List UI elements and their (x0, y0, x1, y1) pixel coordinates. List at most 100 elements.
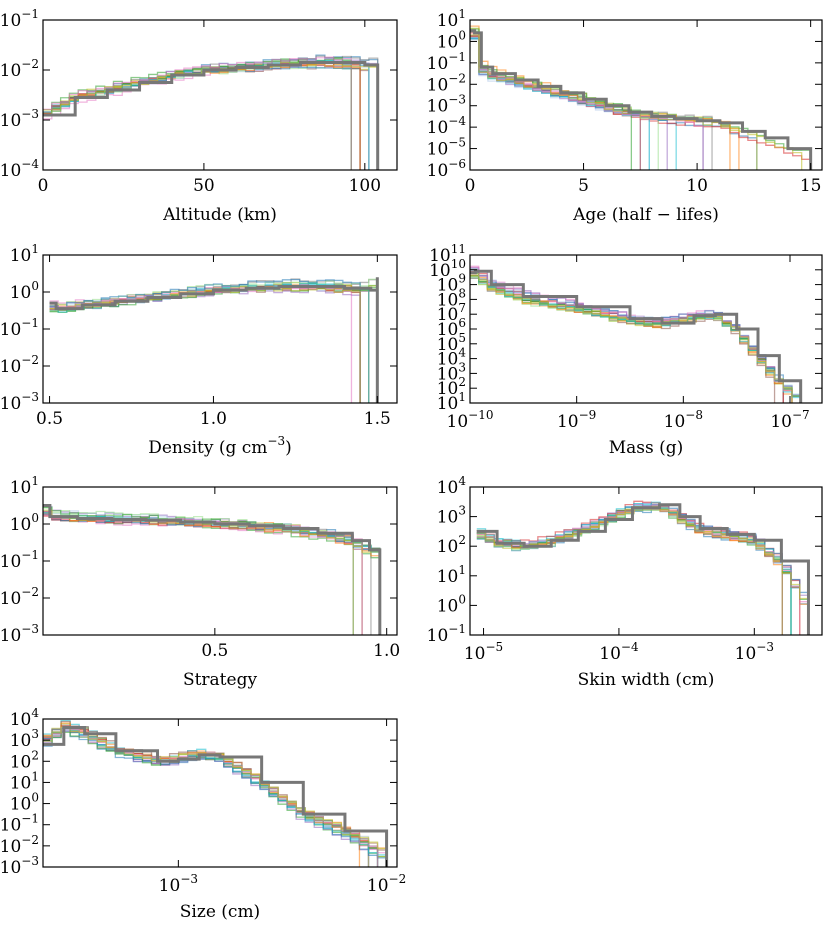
y-tick-label: 100 (10, 511, 39, 535)
y-tick-label: 10−1 (427, 622, 466, 646)
y-tick-label-exponent: −1 (21, 7, 39, 21)
y-tick-label-exponent: 9 (458, 272, 466, 286)
sample-histogram (43, 725, 370, 867)
sample-histogram (43, 511, 381, 635)
y-tick-label-base: 10 (437, 537, 459, 557)
y-tick-label-base: 10 (427, 97, 449, 117)
y-tick-label: 10−1 (0, 316, 39, 340)
x-tick-label: 10−2 (367, 872, 406, 896)
y-tick-label: 101 (437, 563, 466, 587)
x-tick-label: 0.5 (201, 641, 228, 661)
y-tick-label-exponent: −5 (448, 136, 466, 150)
x-tick-label: 10−8 (664, 408, 703, 432)
y-tick-label-base: 10 (0, 552, 21, 572)
x-tick-label-base: 10 (464, 644, 486, 664)
y-tick-label: 10−3 (427, 93, 466, 117)
y-tick-label: 107 (437, 301, 466, 325)
mean-histogram (49, 277, 379, 403)
y-tick-label-base: 10 (10, 795, 32, 815)
y-tick-label-base: 10 (437, 350, 459, 370)
y-tick-label-exponent: 0 (31, 511, 39, 525)
y-tick-label-exponent: 10 (451, 257, 466, 271)
x-tick-label: 10−3 (735, 640, 774, 664)
y-tick-label: 101 (10, 242, 39, 266)
y-tick-label-base: 10 (0, 320, 21, 340)
y-tick-label-base: 10 (437, 290, 459, 310)
y-tick-label-base: 10 (437, 508, 459, 528)
sample-histogram (43, 60, 361, 170)
y-tick-label-exponent: −2 (448, 71, 466, 85)
y-tick-label-base: 10 (10, 731, 32, 751)
x-tick-label-exponent: −3 (180, 872, 198, 886)
x-tick-label: 10−3 (159, 872, 198, 896)
y-tick-label: 10−2 (0, 353, 39, 377)
sample-histogram (476, 506, 783, 635)
x-axis-label-end: ) (285, 438, 292, 458)
x-tick-label-exponent: −10 (468, 408, 493, 422)
y-tick-label-base: 10 (437, 320, 459, 340)
x-axis-label-sup: −3 (267, 434, 285, 448)
y-tick-label-base: 10 (0, 61, 21, 81)
y-tick-label-exponent: −1 (21, 812, 39, 826)
y-tick-label-exponent: −3 (21, 390, 39, 404)
sample-histogram (43, 510, 363, 635)
sample-histogram (43, 728, 388, 867)
y-tick-label-exponent: 4 (458, 346, 466, 360)
y-tick-label-base: 10 (10, 515, 32, 535)
y-tick-label: 101 (437, 390, 466, 414)
sample-histogram (470, 265, 793, 403)
y-tick-label-exponent: 1 (31, 242, 39, 256)
sample-histogram (43, 63, 361, 170)
sample-histogram (43, 726, 388, 867)
x-tick-label: 50 (193, 176, 215, 196)
sample-histogram (43, 511, 381, 635)
sample-histogram (470, 38, 668, 170)
y-tick-label-base: 10 (10, 752, 32, 772)
sample-histogram (49, 288, 361, 403)
x-axis-label-text: Altitude (km) (162, 205, 277, 225)
axes-frame (469, 19, 823, 171)
y-tick-label-base: 10 (437, 11, 459, 31)
y-tick-label-exponent: 5 (458, 331, 466, 345)
y-tick-label: 103 (437, 504, 466, 528)
y-tick-label-exponent: −3 (448, 93, 466, 107)
y-tick-label-exponent: −6 (448, 157, 466, 171)
y-tick-label: 10−1 (0, 812, 39, 836)
y-tick-label-base: 10 (437, 596, 459, 616)
y-tick-label-exponent: 11 (451, 242, 466, 256)
y-tick-label-exponent: 4 (458, 474, 466, 488)
sample-histogram (476, 503, 810, 635)
y-tick-label: 101 (10, 769, 39, 793)
y-tick-label-exponent: −1 (448, 622, 466, 636)
y-tick-label-exponent: −2 (21, 353, 39, 367)
x-axis-label: Density (g cm−3) (148, 434, 292, 458)
x-axis-label: Size (cm) (180, 902, 260, 922)
y-tick-label: 10−1 (0, 7, 39, 31)
y-tick-label: 10−2 (0, 833, 39, 857)
axes-frame (42, 486, 398, 636)
y-tick-label: 102 (437, 533, 466, 557)
y-tick-label: 108 (437, 286, 466, 310)
sample-histogram (470, 266, 802, 403)
mean-histogram (470, 29, 813, 170)
y-tick-label: 100 (10, 279, 39, 303)
sample-histogram (470, 275, 784, 403)
y-tick-label: 104 (10, 706, 40, 730)
y-tick-label-exponent: 2 (458, 533, 466, 547)
sample-histogram (43, 62, 361, 170)
sample-histogram (470, 27, 758, 170)
y-tick-label-exponent: 3 (31, 727, 39, 741)
axes-frame (42, 19, 398, 171)
x-tick-label: 10−9 (557, 408, 596, 432)
x-tick-label-exponent: −3 (756, 640, 774, 654)
y-tick-label: 101 (10, 474, 39, 498)
x-tick-label: 10 (686, 176, 708, 196)
y-tick-label-base: 10 (10, 773, 32, 793)
y-tick-label-exponent: 0 (458, 28, 466, 42)
y-tick-label-exponent: −3 (21, 622, 39, 636)
y-tick-label-exponent: 1 (458, 390, 466, 404)
x-axis-label: Mass (g) (609, 438, 684, 458)
mean-histogram (43, 504, 382, 635)
y-tick-label-exponent: −2 (21, 57, 39, 71)
